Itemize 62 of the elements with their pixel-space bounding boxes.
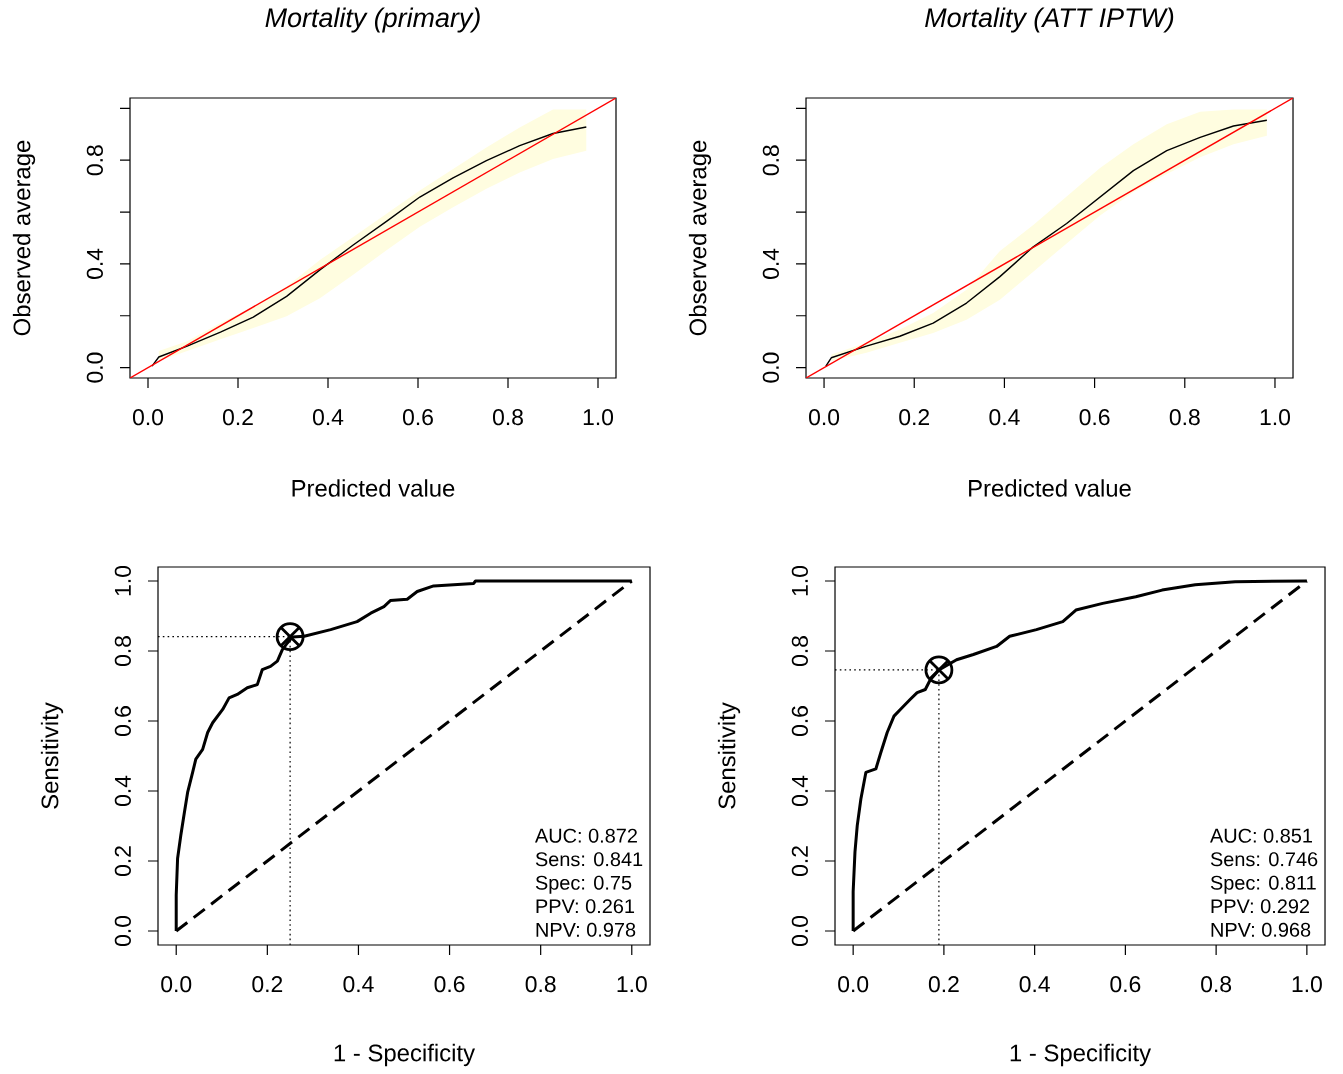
y-tick-label: 0.0 bbox=[762, 352, 779, 383]
y-tick-label: 0.8 bbox=[791, 636, 808, 667]
annotation: PPV: 0.261 bbox=[536, 899, 635, 914]
annotation: Sens: 0.746 bbox=[1210, 852, 1318, 867]
annotation: PPV: 0.292 bbox=[1211, 899, 1310, 914]
x-tick-label: 1.0 bbox=[583, 409, 614, 426]
y-tick-label: 0.8 bbox=[114, 636, 131, 667]
y-tick-label: 0.4 bbox=[114, 775, 131, 807]
y-axis-title: Sensitivity bbox=[40, 702, 64, 809]
x-tick-label: 0.6 bbox=[434, 976, 465, 993]
x-tick-label: 1.0 bbox=[1292, 976, 1322, 993]
y-axis-title: Sensitivity bbox=[717, 702, 741, 809]
x-tick-label: 0.6 bbox=[1110, 976, 1141, 993]
x-tick-label: 1.0 bbox=[617, 976, 647, 993]
x-tick-label: 0.4 bbox=[989, 409, 1020, 426]
y-tick-label: 0.2 bbox=[791, 846, 808, 877]
x-tick-label: 0.8 bbox=[492, 409, 523, 426]
annotation: AUC: 0.851 bbox=[1210, 828, 1312, 843]
x-tick-label: 0.0 bbox=[161, 976, 192, 993]
x-tick-label: 0.0 bbox=[838, 976, 869, 993]
x-tick-label: 0.6 bbox=[1079, 409, 1110, 426]
x-tick-label: 1.0 bbox=[1260, 409, 1290, 426]
x-tick-label: 0.2 bbox=[928, 976, 959, 993]
y-tick-label: 0.6 bbox=[114, 706, 131, 737]
y-tick-label: 1.0 bbox=[114, 565, 131, 596]
y-tick-label: 0.4 bbox=[86, 248, 103, 279]
x-tick-label: 0.8 bbox=[1201, 976, 1232, 993]
annotation: AUC: 0.872 bbox=[534, 828, 637, 843]
x-axis-title: 1 - Specificity bbox=[1010, 1043, 1152, 1067]
x-tick-label: 0.8 bbox=[525, 976, 556, 993]
annotation: NPV: 0.968 bbox=[1211, 922, 1311, 937]
x-axis-title: Predicted value bbox=[969, 479, 1131, 497]
y-axis-title: Observed average bbox=[688, 140, 712, 336]
x-tick-label: 0.4 bbox=[1019, 976, 1050, 993]
y-tick-label: 1.0 bbox=[791, 565, 808, 596]
y-tick-label: 0.6 bbox=[791, 706, 808, 737]
chart-title: Mortality (primary) bbox=[265, 7, 480, 33]
x-tick-label: 0.8 bbox=[1169, 409, 1200, 426]
annotation: Spec: 0.811 bbox=[1210, 875, 1316, 894]
x-tick-label: 0.0 bbox=[132, 409, 164, 426]
chart-title: Mortality (ATT IPTW) bbox=[925, 7, 1174, 33]
x-tick-label: 0.6 bbox=[402, 409, 433, 426]
y-axis-title: Observed average bbox=[12, 140, 36, 336]
y-tick-label: 0.0 bbox=[791, 915, 808, 947]
x-axis-title: 1 - Specificity bbox=[334, 1043, 476, 1067]
y-tick-label: 0.4 bbox=[762, 248, 779, 279]
y-tick-label: 0.0 bbox=[114, 915, 131, 947]
y-tick-label: 0.4 bbox=[791, 775, 808, 807]
x-tick-label: 0.0 bbox=[809, 409, 840, 426]
x-tick-label: 0.2 bbox=[899, 409, 930, 426]
annotation: NPV: 0.978 bbox=[536, 922, 636, 937]
y-tick-label: 0.8 bbox=[762, 145, 779, 176]
x-tick-label: 0.4 bbox=[312, 409, 344, 426]
x-tick-label: 0.2 bbox=[252, 976, 283, 993]
x-axis-title: Predicted value bbox=[292, 479, 455, 497]
x-tick-label: 0.2 bbox=[222, 409, 253, 426]
x-tick-label: 0.4 bbox=[343, 976, 374, 993]
y-tick-label: 0.0 bbox=[86, 352, 103, 383]
y-tick-label: 0.2 bbox=[114, 846, 131, 877]
annotation: Spec: 0.75 bbox=[535, 875, 632, 894]
y-tick-label: 0.8 bbox=[86, 145, 103, 176]
annotation: Sens: 0.841 bbox=[535, 852, 643, 867]
